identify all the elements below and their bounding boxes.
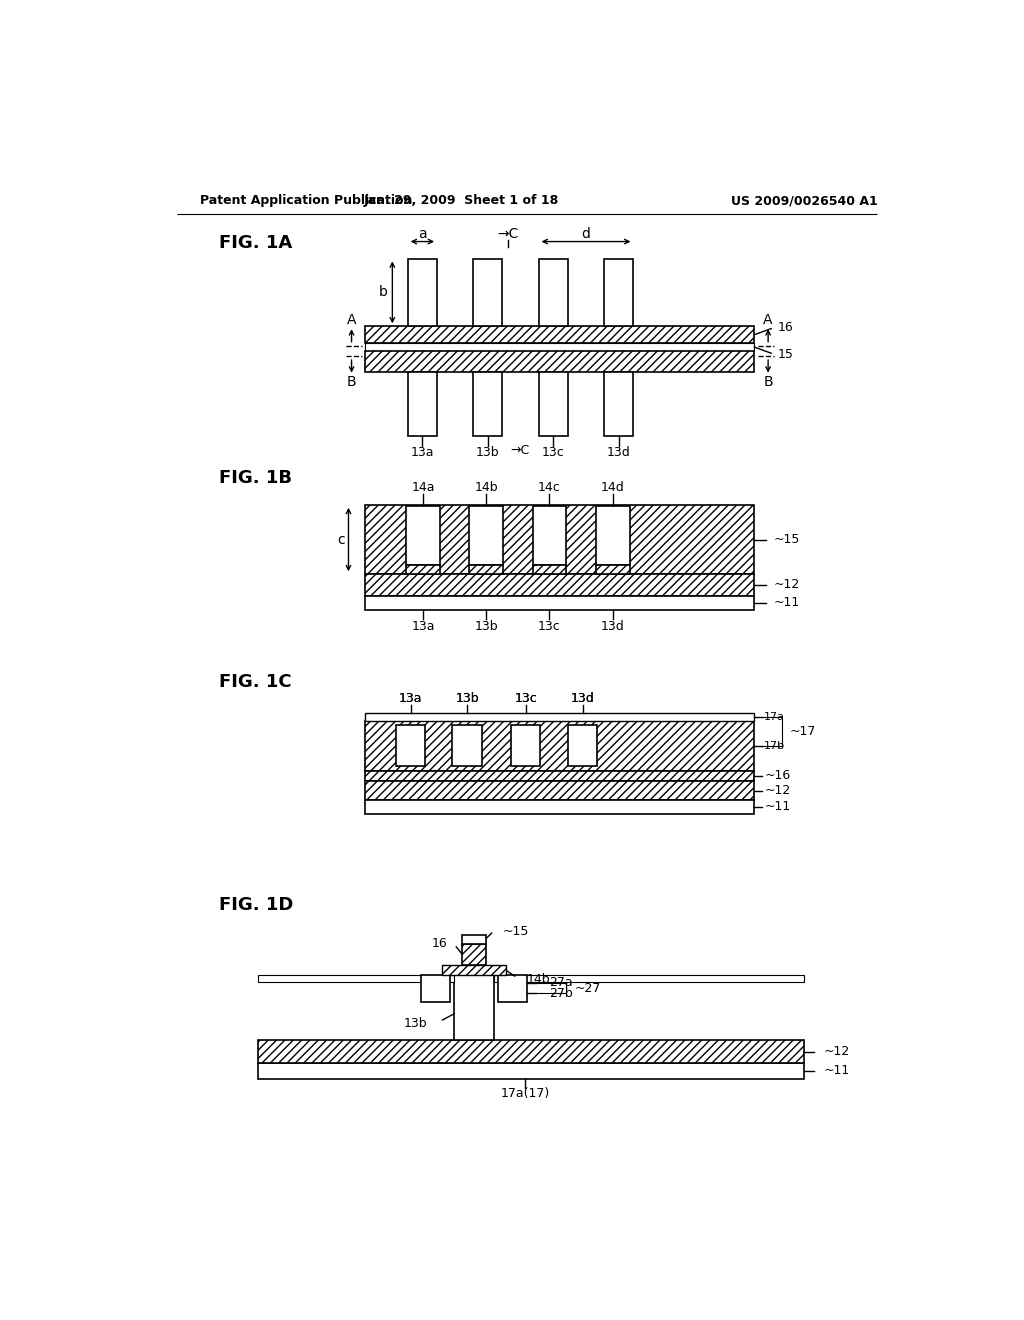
Text: ~11: ~11 [823,1064,850,1077]
Text: ~16: ~16 [764,770,791,783]
Text: 17b: 17b [764,741,785,751]
Bar [532,565,566,574]
Text: 13b: 13b [456,693,479,705]
Bar [604,372,634,436]
Text: 13c: 13c [542,446,564,459]
Bar [366,721,755,771]
Text: 27a: 27a [549,977,572,989]
Bar [366,343,755,351]
Text: 13a: 13a [412,620,435,634]
Bar [366,326,755,343]
Text: 13d: 13d [607,446,631,459]
Bar [473,372,503,436]
Bar [258,974,454,982]
Text: ~15: ~15 [503,925,528,939]
Text: ~11: ~11 [773,597,800,610]
Bar [604,259,634,326]
Text: FIG. 1B: FIG. 1B [219,469,292,487]
Text: 13a: 13a [411,446,434,459]
Text: FIG. 1D: FIG. 1D [219,896,294,915]
Bar [596,565,630,574]
Text: Jan. 29, 2009  Sheet 1 of 18: Jan. 29, 2009 Sheet 1 of 18 [365,194,559,207]
Bar [421,974,451,1002]
Bar [408,259,437,326]
Text: ~15: ~15 [773,533,800,546]
Text: Patent Application Publication: Patent Application Publication [200,194,413,207]
Text: 14b: 14b [527,973,551,986]
Bar [407,507,440,565]
Text: ~12: ~12 [823,1045,850,1059]
Text: 14a: 14a [412,482,435,495]
Text: c: c [337,532,345,546]
Bar [366,781,755,800]
Bar [454,974,494,1040]
Text: 17a(17): 17a(17) [500,1088,550,1101]
Bar [469,565,503,574]
Bar [568,725,597,766]
Text: 13a: 13a [399,693,423,705]
Text: B: B [763,375,773,389]
Text: d: d [582,227,591,240]
Bar [408,372,437,436]
Bar [258,1040,804,1063]
Bar [539,259,568,326]
Bar [366,574,755,595]
Text: 16: 16 [431,937,447,950]
Text: ~27: ~27 [574,982,601,994]
Text: 13a: 13a [399,693,423,705]
Text: 13c: 13c [514,693,537,705]
Text: b: b [379,285,387,300]
Bar [407,565,440,574]
Text: A: A [347,313,356,327]
Bar [511,725,541,766]
Text: 17a: 17a [764,711,785,722]
Text: A: A [763,313,773,327]
Bar [463,935,485,944]
Bar [366,351,755,372]
Text: 13d: 13d [601,620,625,634]
Text: 13b: 13b [474,620,498,634]
Text: FIG. 1C: FIG. 1C [219,673,292,690]
Text: 27b: 27b [549,987,572,1001]
Text: US 2009/0026540 A1: US 2009/0026540 A1 [731,194,878,207]
Bar [442,965,506,974]
Bar [498,974,527,1002]
Bar [473,259,503,326]
Text: 16: 16 [777,321,794,334]
Text: →C: →C [510,445,529,458]
Text: →C: →C [498,227,518,240]
Text: 13b: 13b [403,1016,427,1030]
Text: ~12: ~12 [773,578,800,591]
Text: 13c: 13c [538,620,561,634]
Bar [469,507,503,565]
Text: FIG. 1A: FIG. 1A [219,234,293,252]
Bar [453,725,481,766]
Text: 13d: 13d [570,693,594,705]
Bar [596,507,630,565]
Text: B: B [347,375,356,389]
Bar [494,974,804,982]
Text: ~17: ~17 [790,725,816,738]
Bar [532,507,566,565]
Text: 14c: 14c [538,482,561,495]
Text: 13d: 13d [570,693,594,705]
Bar [539,372,568,436]
Text: a: a [418,227,427,240]
Text: ~12: ~12 [764,784,791,797]
Bar [366,506,755,574]
Bar [366,713,755,721]
Text: ~11: ~11 [764,800,791,813]
Bar [258,1063,804,1078]
Bar [366,771,755,781]
Text: 13c: 13c [514,693,537,705]
Text: 14b: 14b [474,482,498,495]
Text: 14d: 14d [601,482,625,495]
Bar [366,800,755,813]
Bar [366,595,755,610]
Bar [396,725,425,766]
Text: 13b: 13b [456,693,479,705]
Text: 13b: 13b [476,446,500,459]
Bar [463,944,485,965]
Text: 15: 15 [777,348,794,362]
